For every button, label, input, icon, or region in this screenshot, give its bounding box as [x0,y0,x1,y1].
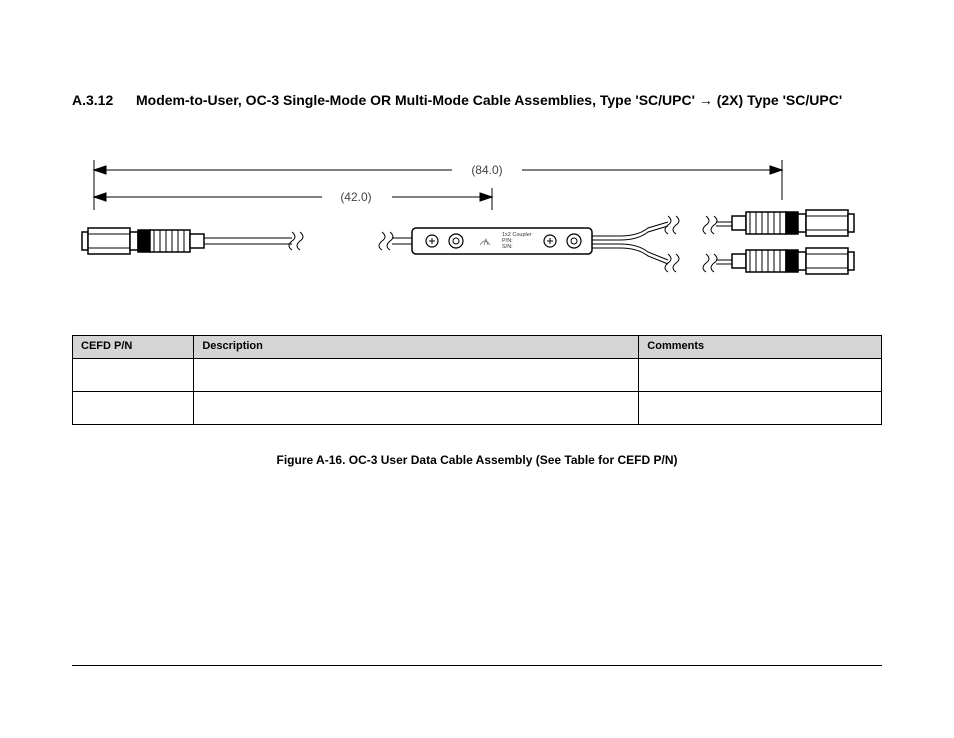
table-row [73,392,882,425]
cell [194,359,639,392]
connector-right-lower [732,248,854,274]
coupler: 1x2 Coupler P/N: S/N: [412,228,592,254]
section-title: Modem-to-User, OC-3 Single-Mode OR Multi… [136,90,882,110]
col-comments: Comments [639,336,882,359]
cell [73,392,194,425]
cell [639,392,882,425]
cell [194,392,639,425]
table-row [73,359,882,392]
footer-rule [72,665,882,666]
section-heading: A.3.12 Modem-to-User, OC-3 Single-Mode O… [72,90,882,110]
table-header-row: CEFD P/N Description Comments [73,336,882,359]
connector-left [82,228,204,254]
figure-caption: Figure A-16. OC-3 User Data Cable Assemb… [72,453,882,467]
cable-diagram: (84.0) (42.0) [72,150,882,305]
dim-full-label: (84.0) [471,163,502,177]
coupler-line3: S/N: [502,244,513,250]
col-description: Description [194,336,639,359]
cell [639,359,882,392]
dim-half-label: (42.0) [340,190,371,204]
connector-right-upper [732,210,854,236]
part-table: CEFD P/N Description Comments [72,335,882,425]
section-number: A.3.12 [72,90,136,110]
cell [73,359,194,392]
col-cefd-pn: CEFD P/N [73,336,194,359]
